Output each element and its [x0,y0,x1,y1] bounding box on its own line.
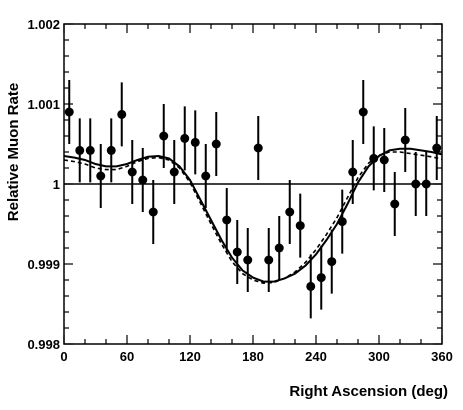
data-point [264,255,274,265]
data-point [201,171,211,181]
data-point [117,109,127,119]
data-point [106,145,116,155]
data-point [180,133,190,143]
data-point [348,167,358,177]
x-tick-label: 60 [120,349,134,364]
y-axis-title: Relative Muon Rate [5,83,22,221]
data-point [369,153,379,163]
data-point [390,199,400,209]
data-point [148,207,158,217]
ticks-group: 0 60 120 180 240 300 360 0.998 0.999 1 1.001 1.002 [27,17,452,364]
x-tick-label: 240 [305,349,327,364]
x-tick-label: 180 [242,349,264,364]
data-point [316,273,326,283]
data-point [253,143,263,153]
data-points-group [64,80,442,319]
y-tick-label: 0.999 [27,257,60,272]
data-point [211,139,221,149]
data-point [96,171,106,181]
data-point [159,131,169,141]
data-point [400,135,410,145]
data-point [64,107,74,117]
data-point [337,217,347,227]
data-point [327,257,337,267]
x-tick-label: 360 [431,349,453,364]
data-point [285,207,295,217]
data-point [85,145,95,155]
x-axis-title: Right Ascension (deg) [289,383,448,400]
data-point [432,143,442,153]
data-point [190,137,200,147]
data-point [138,175,148,185]
data-point [358,107,368,117]
x-tick-label: 120 [179,349,201,364]
data-point [75,145,85,155]
data-point [379,155,389,165]
y-tick-label: 0.998 [27,337,60,352]
data-point [232,247,242,257]
data-point [421,179,431,189]
fit-curve-solid [63,147,443,283]
fit-curve-dashed [63,151,443,285]
fit-curves-group [63,147,443,285]
data-point [169,167,179,177]
x-tick-label: 0 [60,349,67,364]
y-tick-label: 1.002 [27,17,60,32]
data-point [306,281,316,291]
y-tick-label: 1 [53,177,60,192]
data-point [222,215,232,225]
x-tick-label: 300 [368,349,390,364]
data-point [411,179,421,189]
y-tick-label: 1.001 [27,97,60,112]
data-point [274,243,284,253]
data-point [127,167,137,177]
data-point [295,221,305,231]
data-point [243,255,253,265]
